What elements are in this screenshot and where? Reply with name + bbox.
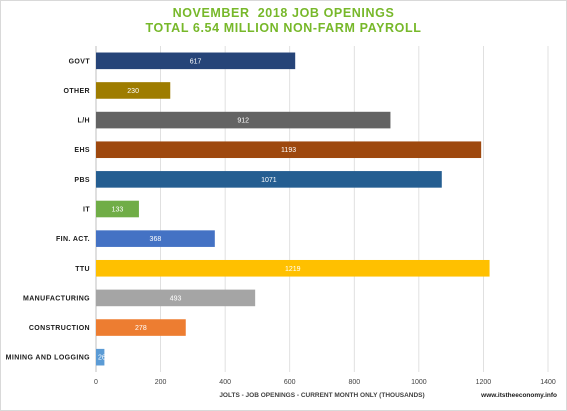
bar-value-label: 278	[135, 325, 147, 332]
bar	[96, 52, 296, 70]
chart-title-block: NOVEMBER 2018 JOB OPENINGS TOTAL 6.54 MI…	[0, 6, 567, 36]
category-label: PBS	[74, 177, 90, 184]
bar	[96, 289, 256, 307]
bar-value-label: 230	[127, 88, 139, 95]
x-tick-label: 800	[348, 379, 360, 386]
bar-value-label: 1219	[285, 266, 301, 273]
bar	[96, 200, 139, 218]
bar	[96, 348, 105, 366]
category-label: IT	[83, 207, 90, 214]
bar	[96, 141, 482, 159]
bar-value-label: 1071	[261, 177, 277, 184]
category-label: EHS	[74, 147, 90, 154]
bar-value-label: 912	[237, 118, 249, 125]
x-tick-label: 1000	[411, 379, 427, 386]
x-tick-label: 1400	[540, 379, 556, 386]
x-axis-label: JOLTS - JOB OPENINGS - CURRENT MONTH ONL…	[219, 392, 425, 399]
category-label: OTHER	[64, 88, 91, 95]
bar	[96, 319, 186, 336]
x-tick-label: 0	[94, 379, 98, 386]
chart-title: NOVEMBER 2018 JOB OPENINGS	[172, 6, 395, 20]
category-label: GOVT	[69, 58, 91, 65]
category-label: L/H	[78, 118, 90, 125]
bar-value-label: 493	[170, 295, 182, 302]
bar-value-label: 26	[98, 355, 106, 362]
x-tick-label: 400	[219, 379, 231, 386]
bar-value-label: 617	[190, 58, 202, 65]
category-label: TTU	[75, 266, 90, 273]
category-label: MANUFACTURING	[23, 295, 90, 302]
bar	[96, 259, 490, 277]
source-credit: www.itstheeconomy.info	[481, 392, 557, 399]
bar	[96, 111, 391, 129]
bar-value-label: 1193	[281, 147, 296, 154]
category-label: MINING AND LOGGING	[6, 355, 90, 362]
bar-value-label: 133	[112, 207, 124, 214]
chart-subtitle: TOTAL 6.54 MILLION NON-FARM PAYROLL	[145, 21, 422, 35]
x-tick-label: 600	[284, 379, 296, 386]
bar	[96, 230, 215, 247]
category-label: FIN. ACT.	[56, 236, 90, 243]
x-tick-label: 1200	[476, 379, 492, 386]
bar	[96, 82, 171, 99]
bar	[96, 171, 442, 188]
x-tick-label: 200	[155, 379, 167, 386]
category-label: CONSTRUCTION	[29, 325, 90, 332]
bar-value-label: 368	[150, 236, 162, 243]
